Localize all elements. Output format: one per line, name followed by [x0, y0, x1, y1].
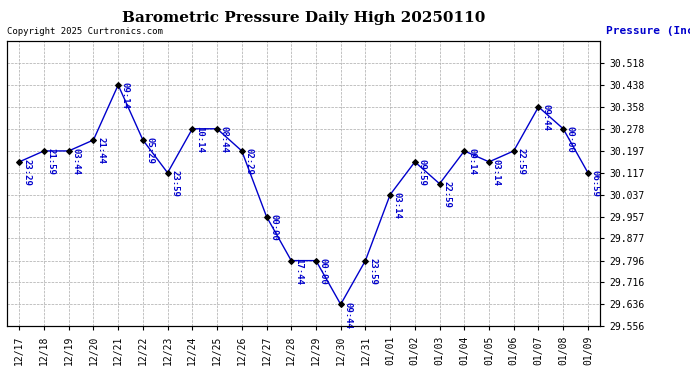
Point — [310, 258, 322, 264]
Point — [384, 192, 395, 198]
Text: 03:44: 03:44 — [72, 148, 81, 175]
Text: 09:14: 09:14 — [467, 148, 476, 175]
Text: 22:59: 22:59 — [517, 148, 526, 175]
Point — [187, 126, 198, 132]
Point — [63, 148, 75, 154]
Text: 00:00: 00:00 — [566, 126, 575, 153]
Text: Copyright 2025 Curtronics.com: Copyright 2025 Curtronics.com — [7, 27, 163, 36]
Text: 02:29: 02:29 — [244, 148, 253, 175]
Point — [286, 258, 297, 264]
Point — [509, 148, 520, 154]
Point — [88, 137, 99, 143]
Text: 09:14: 09:14 — [121, 82, 130, 109]
Text: 09:44: 09:44 — [344, 302, 353, 328]
Point — [582, 170, 593, 176]
Point — [409, 159, 420, 165]
Point — [212, 126, 223, 132]
Text: 03:14: 03:14 — [492, 159, 501, 186]
Text: 05:29: 05:29 — [146, 137, 155, 164]
Text: 21:44: 21:44 — [96, 137, 105, 164]
Point — [360, 258, 371, 264]
Text: Pressure (Inches/Hg): Pressure (Inches/Hg) — [607, 26, 690, 36]
Text: 23:59: 23:59 — [170, 170, 179, 197]
Point — [335, 302, 346, 307]
Text: 17:44: 17:44 — [294, 258, 303, 285]
Text: 10:14: 10:14 — [195, 126, 204, 153]
Point — [14, 159, 25, 165]
Text: 22:59: 22:59 — [442, 181, 451, 208]
Text: 06:59: 06:59 — [591, 170, 600, 197]
Point — [261, 214, 272, 220]
Point — [236, 148, 247, 154]
Point — [112, 82, 124, 88]
Point — [558, 126, 569, 132]
Point — [459, 148, 470, 154]
Text: 00:00: 00:00 — [269, 214, 278, 241]
Point — [533, 104, 544, 110]
Point — [162, 170, 173, 176]
Text: Barometric Pressure Daily High 20250110: Barometric Pressure Daily High 20250110 — [122, 11, 485, 25]
Text: 23:59: 23:59 — [368, 258, 377, 285]
Text: 23:29: 23:29 — [22, 159, 31, 186]
Point — [137, 137, 148, 143]
Point — [484, 159, 495, 165]
Text: 09:59: 09:59 — [417, 159, 426, 186]
Text: 21:59: 21:59 — [47, 148, 56, 175]
Point — [39, 148, 50, 154]
Text: 00:00: 00:00 — [319, 258, 328, 285]
Text: 09:44: 09:44 — [541, 104, 550, 131]
Text: 08:44: 08:44 — [220, 126, 229, 153]
Point — [434, 181, 445, 187]
Text: 03:14: 03:14 — [393, 192, 402, 219]
